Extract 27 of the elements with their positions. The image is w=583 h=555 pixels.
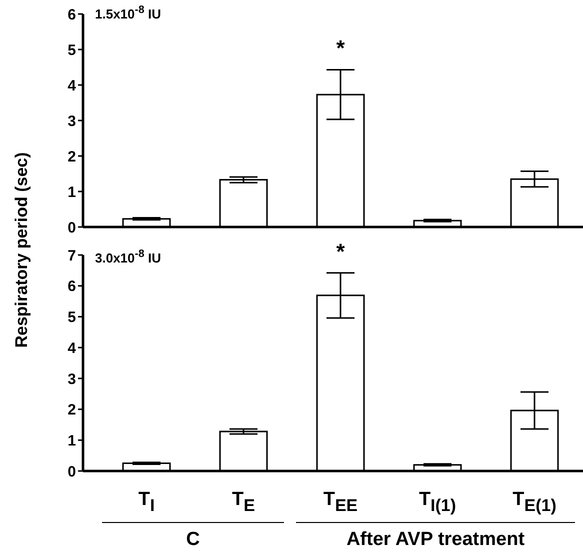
y-tick-label: 1 — [68, 432, 76, 450]
y-tick-label: 3 — [68, 370, 76, 388]
y-tick-label: 6 — [68, 6, 76, 24]
y-tick-label: 5 — [68, 309, 76, 326]
annotation: * — [336, 36, 346, 61]
y-tick-label: 5 — [68, 42, 76, 59]
y-tick-label: 0 — [68, 463, 76, 480]
y-tick-label: 3 — [68, 112, 76, 130]
y-tick-label: 4 — [68, 340, 77, 357]
y-tick-label: 1 — [68, 184, 76, 201]
x-tick-label: T$_{E}$ — [232, 489, 255, 515]
y-tick-label: 6 — [68, 278, 76, 296]
y-tick-label: 0 — [68, 219, 76, 236]
y-tick-label: 7 — [68, 247, 76, 264]
y-axis-title: Respiratory period (sec) — [12, 152, 32, 348]
annotation: 3.0x10$^{-8}$ IU — [95, 248, 162, 266]
x-tick-label: T$_{I(1)}$ — [418, 489, 456, 515]
x-tick-label: T$_{E(1)}$ — [512, 489, 556, 515]
x-tick-label: T$_{EE}$ — [323, 489, 358, 515]
y-tick-label: 4 — [68, 77, 77, 94]
y-tick-label: 2 — [68, 148, 76, 166]
group-underline: After AVP treatment — [296, 522, 575, 551]
annotation: * — [336, 238, 346, 264]
y-tick-label: 2 — [68, 402, 76, 419]
group-underline: C — [102, 522, 284, 551]
x-tick-label: T$_{I}$ — [138, 489, 155, 515]
annotation: 1.5x10$^{-8}$ IU — [95, 4, 162, 22]
